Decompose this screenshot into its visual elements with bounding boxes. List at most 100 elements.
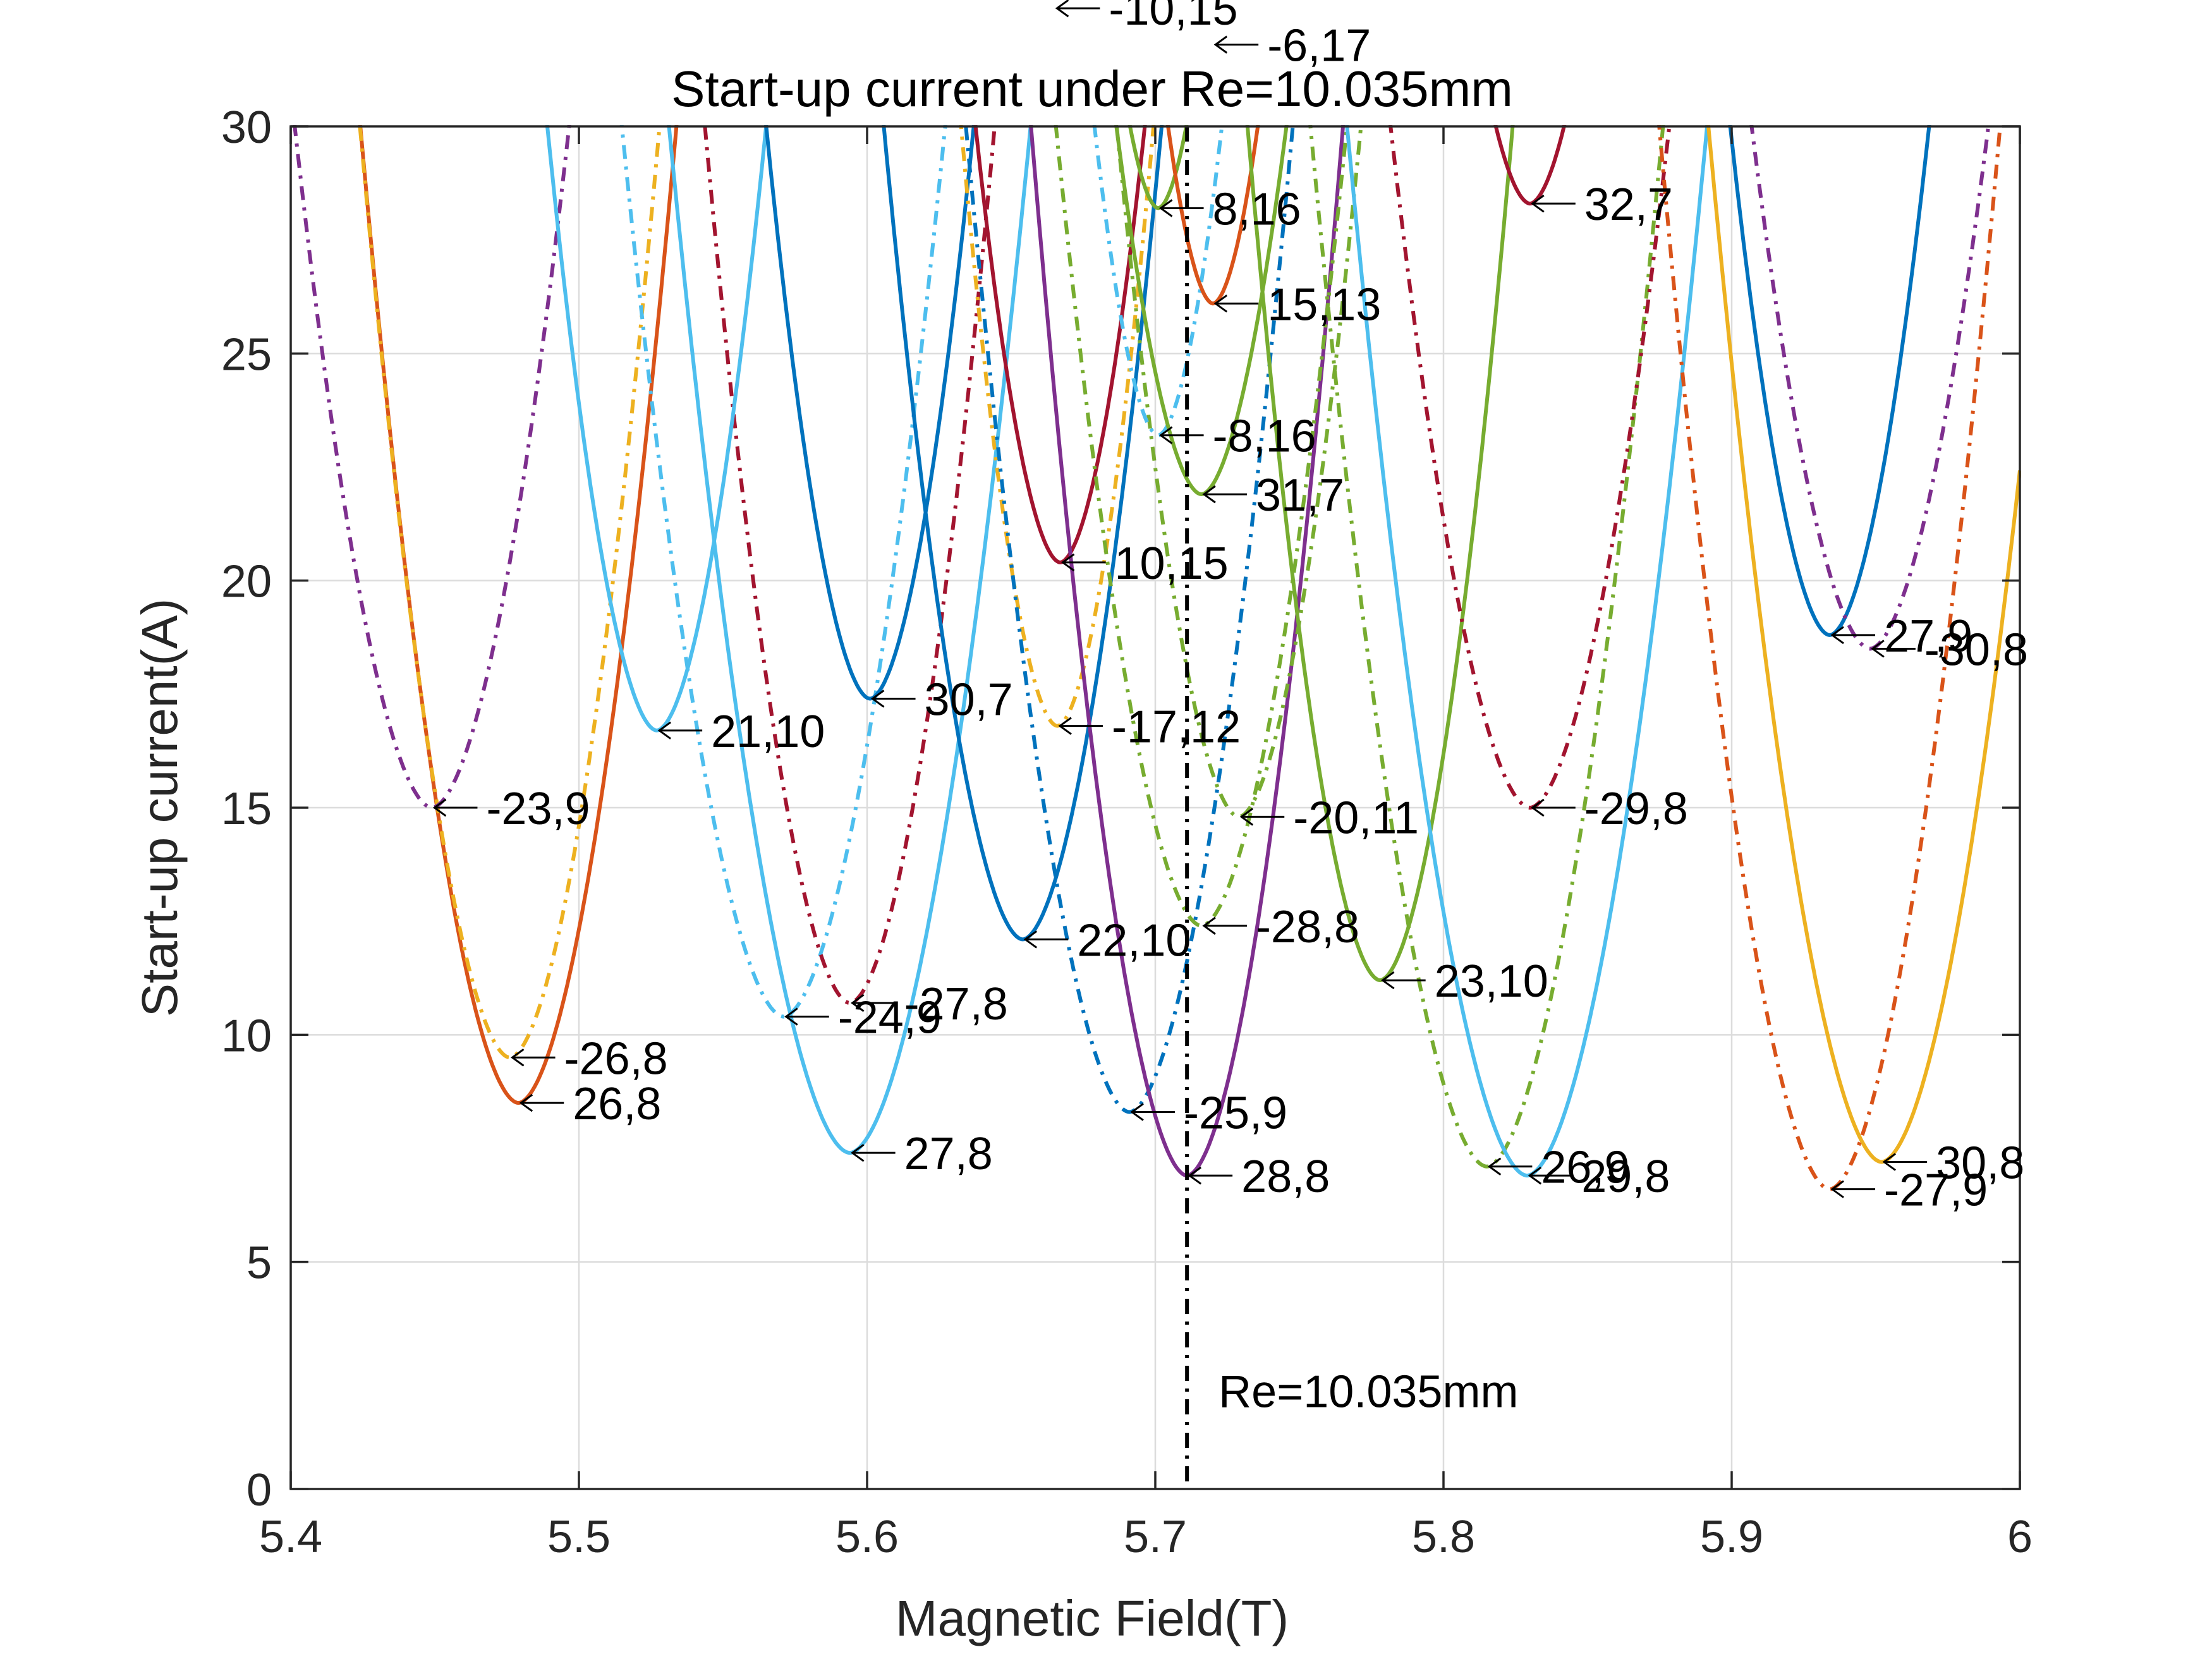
arrow-head-icon: [1871, 640, 1885, 658]
curve--25-9: [964, 125, 1295, 1114]
mode-label: 26,9: [1487, 1143, 1630, 1193]
mode-label: 28,8: [1188, 1152, 1330, 1202]
curve--24-9: [619, 125, 947, 1019]
curve-30-7: [764, 125, 976, 701]
chart-title: Start-up current under Re=10.035mm: [671, 61, 1513, 117]
curve-8-16: [1127, 125, 1189, 210]
mode-label-text: 29,8: [1581, 1152, 1670, 1202]
arrow-head-icon: [1531, 194, 1545, 213]
y-tick-label: 15: [221, 784, 272, 834]
arrow-head-icon: [657, 721, 671, 740]
x-tick-label: 5.9: [1700, 1512, 1763, 1562]
mode-label-text: -27,8: [904, 979, 1008, 1030]
mode-label: -25,9: [1130, 1088, 1287, 1139]
arrow-head-icon: [870, 690, 885, 708]
mode-label-text: -8,16: [1213, 411, 1316, 462]
mode-label: -30,8: [1871, 624, 2028, 675]
curve-26-9: [1308, 125, 1665, 1169]
mode-label-text: 10,15: [1115, 538, 1229, 589]
curve-22-10: [882, 125, 1164, 942]
curve-27-8: [667, 125, 1033, 1155]
mode-label: -23,9: [432, 784, 590, 834]
arrow-head-icon: [1528, 1166, 1542, 1185]
curve--20-11: [1114, 125, 1363, 819]
x-tick-label: 6: [2007, 1512, 2033, 1562]
mode-label: -27,9: [1830, 1165, 1988, 1216]
arrow-head-icon: [1130, 1103, 1144, 1121]
mode-label-text: 15,13: [1267, 279, 1381, 330]
y-tick-label: 30: [221, 102, 272, 153]
y-axis-label: Start-up current(A): [131, 599, 188, 1017]
arrow-head-icon: [1158, 199, 1173, 217]
curve-15-13: [1165, 125, 1260, 306]
curve-23-10: [1245, 125, 1515, 983]
curve-29-8: [1345, 125, 1710, 1178]
curve-26-8: [358, 125, 679, 1105]
x-tick-label: 5.7: [1124, 1512, 1187, 1562]
arrow-head-icon: [1055, 0, 1069, 18]
mode-label: 27,8: [851, 1129, 993, 1179]
mode-label: 30,7: [870, 675, 1013, 726]
mode-label-text: 30,8: [1936, 1138, 2024, 1189]
mode-label-text: -29,8: [1584, 784, 1688, 834]
mode-label: 29,8: [1528, 1152, 1670, 1202]
mode-label: -26,8: [510, 1033, 668, 1084]
mode-label-text: -28,8: [1256, 902, 1359, 952]
arrow-head-icon: [1239, 808, 1254, 826]
mode-label: -8,16: [1158, 411, 1316, 462]
curve-27-9: [1728, 125, 1931, 637]
mode-label: 23,10: [1381, 956, 1548, 1007]
curve--28-8: [1054, 125, 1349, 928]
arrow-head-icon: [1882, 1153, 1896, 1171]
arrow-head-icon: [1058, 717, 1072, 735]
mode-label-text: -10,15: [1109, 0, 1237, 35]
mode-label: 22,10: [1023, 915, 1191, 966]
y-tick-label: 0: [246, 1465, 272, 1516]
mode-label: -20,11: [1239, 793, 1419, 843]
curve-10-15: [973, 125, 1147, 564]
curve--27-9: [1657, 125, 2002, 1191]
mode-label-text: 22,10: [1077, 915, 1191, 966]
mode-label-text: -25,9: [1184, 1088, 1287, 1139]
ticks: 5.4 5.5 5.6 5.7 5.8 5.9 6 0 5 10 15 20 25 30: [221, 102, 2033, 1562]
x-axis-label: Magnetic Field(T): [896, 1590, 1289, 1646]
mode-label: -27,8: [851, 979, 1008, 1030]
arrow-head-icon: [1213, 295, 1228, 313]
curve-30-8: [1706, 125, 2021, 1164]
mode-label-text: 21,10: [711, 707, 825, 757]
mode-label: -28,8: [1202, 902, 1359, 952]
curve--26-8: [358, 125, 662, 1060]
mode-label: -10,15: [1055, 0, 1238, 35]
arrow-head-icon: [851, 1143, 865, 1162]
mode-label-text: -6,17: [1267, 21, 1371, 71]
mode-label: 27,9: [1830, 611, 1972, 662]
y-tick-label: 10: [221, 1011, 272, 1061]
x-tick-label: 5.8: [1412, 1512, 1475, 1562]
mode-label-text: 26,9: [1541, 1143, 1629, 1193]
mode-label-text: 23,10: [1435, 956, 1548, 1007]
mode-label-text: -17,12: [1112, 702, 1241, 753]
mode-label-text: 8,16: [1213, 184, 1301, 234]
mode-label: 21,10: [657, 707, 825, 757]
mode-label: 26,8: [519, 1079, 661, 1129]
mode-label-text: 30,7: [925, 675, 1013, 726]
x-tick-label: 5.4: [259, 1512, 322, 1562]
arrow-head-icon: [1023, 930, 1038, 949]
mode-label: 8,16: [1158, 184, 1301, 234]
arrow-head-icon: [1531, 798, 1545, 817]
x-tick-label: 5.5: [547, 1512, 611, 1562]
curve--23-9: [293, 125, 571, 810]
curve--30-8: [1749, 125, 1991, 651]
mode-label: -17,12: [1058, 702, 1241, 753]
y-tick-label: 5: [246, 1238, 272, 1289]
arrow-head-icon: [1060, 553, 1075, 572]
mode-label: 32,7: [1531, 179, 1673, 230]
mode-label: -6,17: [1213, 21, 1371, 71]
curve-32-7: [1493, 125, 1567, 206]
mode-label-text: -27,9: [1884, 1165, 1988, 1216]
curves: [293, 125, 2021, 1191]
arrow-head-icon: [1213, 35, 1228, 54]
y-tick-label: 25: [221, 329, 272, 380]
mode-label: -29,8: [1531, 784, 1688, 834]
curve--17-12: [959, 125, 1156, 728]
